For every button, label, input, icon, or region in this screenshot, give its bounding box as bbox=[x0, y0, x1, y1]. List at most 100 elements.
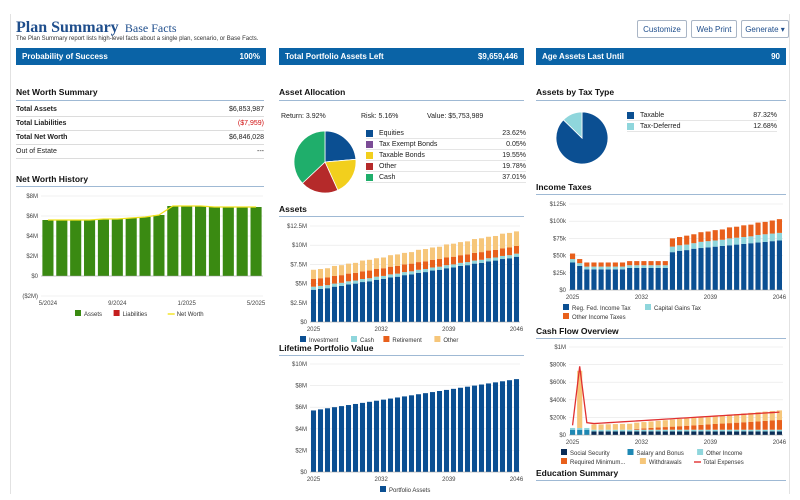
legend-swatch bbox=[366, 129, 373, 137]
y-tick-label: $0 bbox=[559, 288, 566, 294]
bar-social-security bbox=[691, 431, 697, 435]
x-tick-label: 9/2024 bbox=[108, 301, 127, 307]
y-tick-label: ($2M) bbox=[22, 294, 38, 300]
bar-other-income bbox=[648, 429, 654, 432]
generate-dropdown-button[interactable]: Generate ▾ bbox=[741, 20, 789, 38]
bar-withdrawals bbox=[698, 417, 704, 425]
bar-retirement bbox=[499, 248, 506, 256]
bar-capital-gains-tax bbox=[691, 243, 697, 249]
bar-cash bbox=[506, 255, 513, 259]
allocation-return: Return: 3.92% bbox=[281, 113, 326, 120]
bar-reg-fed-income-tax bbox=[762, 241, 768, 290]
legend-swatch bbox=[383, 336, 390, 342]
y-tick-label: $0 bbox=[300, 470, 307, 476]
kpi-label: Age Assets Last Until bbox=[542, 52, 624, 61]
bar-assets bbox=[195, 206, 207, 276]
y-tick-label: $0 bbox=[300, 320, 307, 326]
bar-cash bbox=[345, 281, 352, 285]
x-tick-label: 2046 bbox=[773, 440, 787, 446]
alloc-pct: 19.55% bbox=[502, 151, 526, 159]
x-tick-label: 2032 bbox=[374, 477, 388, 483]
y-tick-label: $0 bbox=[31, 274, 38, 280]
bar-other-income-taxes bbox=[748, 224, 754, 237]
bar-withdrawals bbox=[648, 421, 654, 428]
bar-retirement bbox=[401, 264, 408, 273]
legend-swatch bbox=[366, 162, 373, 170]
bar-withdrawals bbox=[612, 424, 618, 430]
bar-social-security bbox=[734, 431, 740, 435]
tax-item-tax-deferred: Tax-Deferred 12.68% bbox=[627, 121, 777, 132]
bar-retirement bbox=[394, 265, 401, 274]
web-print-button[interactable]: Web Print bbox=[691, 20, 737, 38]
x-tick-label: 2039 bbox=[704, 440, 718, 446]
bar-assets bbox=[153, 215, 165, 276]
divider bbox=[536, 480, 786, 481]
legend-label: Total Expenses bbox=[703, 460, 744, 466]
bar-assets bbox=[139, 217, 151, 276]
legend-label: Other Income bbox=[706, 451, 743, 457]
y-tick-label: $100k bbox=[550, 219, 567, 225]
bar-required-minimum- bbox=[669, 426, 676, 430]
allocation-risk: Risk: 5.16% bbox=[361, 113, 399, 120]
allocation-slice-3 bbox=[301, 161, 339, 194]
bar-withdrawals bbox=[627, 423, 633, 430]
bar-required-minimum- bbox=[776, 420, 783, 430]
bar-portfolio-assets bbox=[310, 410, 317, 472]
bar-retirement bbox=[436, 259, 443, 267]
bar-other bbox=[352, 262, 359, 273]
bar-portfolio-assets bbox=[331, 407, 338, 472]
bar-portfolio-assets bbox=[338, 406, 345, 472]
bar-required-minimum- bbox=[641, 428, 647, 430]
bar-reg-fed-income-tax bbox=[605, 269, 611, 290]
page-description: The Plan Summary report lists high-level… bbox=[16, 36, 259, 42]
kpi-label: Total Portfolio Assets Left bbox=[285, 52, 384, 61]
bar-reg-fed-income-tax bbox=[634, 267, 640, 290]
bar-investment bbox=[359, 282, 366, 322]
bar-other bbox=[471, 239, 478, 253]
bar-other bbox=[366, 259, 373, 271]
bar-investment bbox=[499, 259, 506, 322]
y-tick-label: $125k bbox=[550, 202, 567, 208]
bar-investment bbox=[457, 265, 464, 322]
bar-portfolio-assets bbox=[436, 391, 443, 472]
bar-assets bbox=[97, 219, 109, 276]
bar-capital-gains-tax bbox=[734, 237, 740, 245]
legend-swatch bbox=[434, 336, 441, 342]
bar-social-security bbox=[755, 431, 761, 435]
bar-capital-gains-tax bbox=[712, 240, 718, 247]
bar-withdrawals bbox=[748, 412, 754, 422]
divider bbox=[279, 216, 524, 217]
bar-required-minimum- bbox=[734, 422, 740, 430]
bar-other bbox=[310, 269, 317, 279]
bar-other-income-taxes bbox=[734, 226, 740, 238]
tax-type-slice-1 bbox=[562, 111, 583, 139]
bar-assets bbox=[222, 207, 234, 276]
legend-label: Salary and Bonus bbox=[637, 451, 684, 457]
bar-cash bbox=[422, 269, 429, 273]
bar-portfolio-assets bbox=[394, 397, 401, 472]
customize-button[interactable]: Customize bbox=[637, 20, 687, 38]
bar-other-income-taxes bbox=[769, 220, 775, 234]
bar-other-income bbox=[605, 429, 611, 432]
bar-portfolio-assets bbox=[373, 400, 380, 472]
bar-capital-gains-tax bbox=[748, 236, 754, 244]
bar-required-minimum- bbox=[662, 427, 668, 430]
x-tick-label: 2025 bbox=[307, 477, 321, 483]
bar-portfolio-assets bbox=[380, 399, 387, 472]
bar-investment bbox=[443, 268, 450, 322]
bar-capital-gains-tax bbox=[627, 265, 633, 268]
legend-swatch bbox=[627, 111, 634, 119]
bar-other-income-taxes bbox=[669, 238, 676, 247]
income-taxes-title: Income Taxes bbox=[536, 182, 592, 192]
bar-investment bbox=[373, 279, 380, 322]
bar-cash bbox=[443, 265, 450, 269]
allocation-value: Value: $5,753,989 bbox=[427, 113, 484, 120]
bar-other-income-taxes bbox=[634, 261, 640, 266]
bar-cash bbox=[352, 280, 359, 284]
kpi-label: Probability of Success bbox=[22, 52, 108, 61]
row-value: $6,846,028 bbox=[228, 134, 264, 141]
bar-retirement bbox=[443, 257, 450, 266]
divider bbox=[279, 355, 524, 356]
bar-other bbox=[422, 249, 429, 262]
bar-other bbox=[324, 268, 331, 278]
